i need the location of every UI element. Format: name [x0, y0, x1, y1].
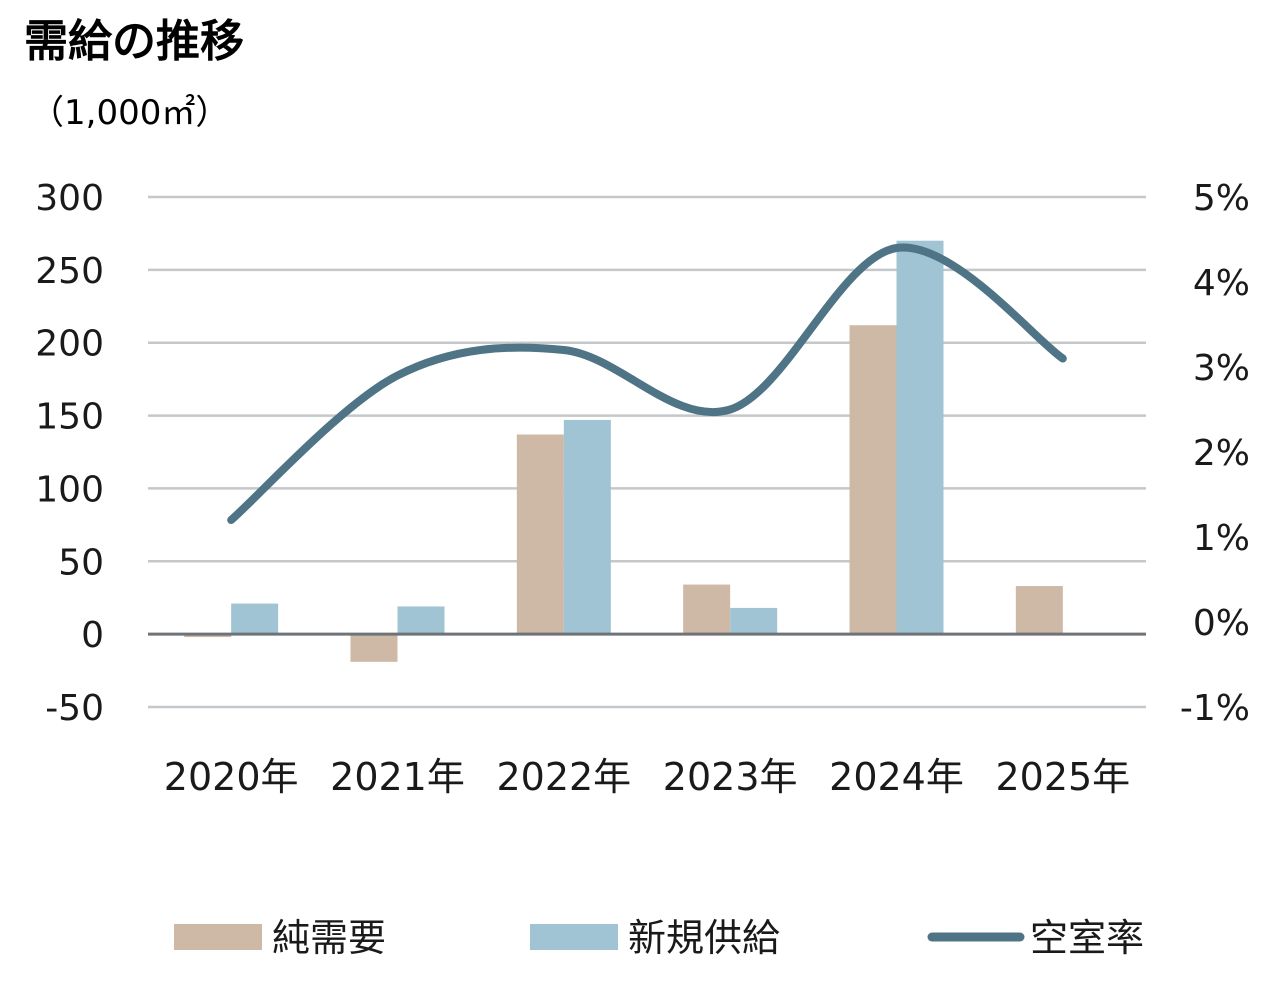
y-tick-label: 200 — [35, 324, 104, 365]
bars — [184, 240, 1063, 662]
bar-net-demand — [849, 325, 897, 635]
bar-new-supply — [563, 419, 611, 635]
y2-tick-label: 1% — [1193, 518, 1250, 559]
legend-label: 純需要 — [272, 916, 386, 960]
right-axis-ticks: 5% 4% 3% 2% 1% 0% -1% — [1180, 178, 1250, 729]
y2-tick-label: 4% — [1193, 263, 1250, 304]
y2-tick-label: -1% — [1180, 688, 1250, 729]
bar-net-demand — [1015, 586, 1063, 635]
bar-new-supply — [730, 607, 778, 635]
x-category-label: 2022年 — [496, 755, 631, 799]
category-labels: 2020年 2021年 2022年 2023年 2024年 2025年 — [164, 755, 1130, 799]
x-category-label: 2024年 — [829, 755, 964, 799]
legend-label: 空室率 — [1030, 916, 1144, 960]
x-category-label: 2020年 — [164, 755, 299, 799]
y-tick-label: 150 — [35, 397, 104, 438]
y-axis-unit-label: （1,000㎡） — [30, 93, 229, 133]
y-tick-label: 250 — [35, 251, 104, 292]
y-tick-label: 0 — [81, 615, 104, 656]
bar-net-demand — [683, 584, 731, 635]
x-category-label: 2021年 — [330, 755, 465, 799]
y2-tick-label: 5% — [1193, 178, 1250, 219]
y-tick-label: 300 — [35, 178, 104, 219]
gridlines — [148, 195, 1146, 709]
legend-swatch — [174, 924, 262, 950]
vacancy-line — [227, 243, 1067, 524]
x-category-label: 2025年 — [995, 755, 1130, 799]
bar-new-supply — [397, 606, 445, 635]
left-axis-ticks: 300 250 200 150 100 50 0 -50 — [35, 178, 104, 729]
y-tick-label: -50 — [45, 688, 104, 729]
y-tick-label: 100 — [35, 469, 104, 510]
y2-tick-label: 3% — [1193, 348, 1250, 389]
bar-net-demand — [516, 434, 564, 635]
y-tick-label: 50 — [58, 542, 104, 583]
legend: 純需要 新規供給 空室率 — [174, 916, 1144, 960]
y2-tick-label: 2% — [1193, 433, 1250, 474]
chart-title: 需給の推移 — [24, 16, 244, 67]
bar-net-demand — [350, 634, 398, 662]
bar-new-supply — [231, 603, 279, 635]
legend-label: 新規供給 — [628, 916, 780, 960]
bar-new-supply — [896, 240, 944, 635]
x-category-label: 2023年 — [663, 755, 798, 799]
y2-tick-label: 0% — [1193, 603, 1250, 644]
vacancy-rate-line — [227, 243, 1067, 524]
legend-swatch — [530, 924, 618, 950]
